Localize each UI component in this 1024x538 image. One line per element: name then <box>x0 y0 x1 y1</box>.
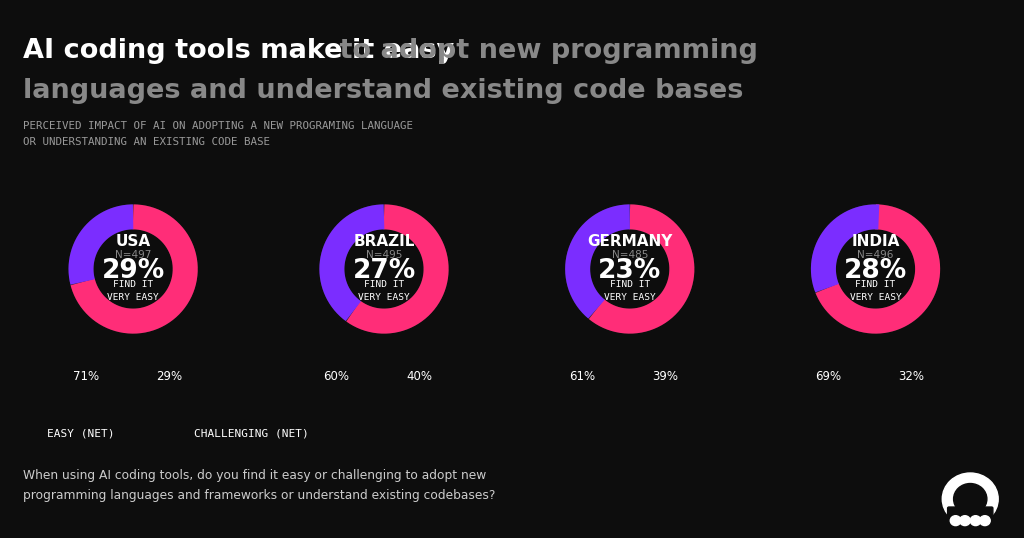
Circle shape <box>942 473 998 525</box>
Text: PERCEIVED IMPACT OF AI ON ADOPTING A NEW PROGRAMING LANGUAGE
OR UNDERSTANDING AN: PERCEIVED IMPACT OF AI ON ADOPTING A NEW… <box>23 121 413 147</box>
Text: N=496: N=496 <box>857 251 894 260</box>
Text: 29%: 29% <box>101 258 165 284</box>
Text: N=485: N=485 <box>611 251 648 260</box>
Text: 71%: 71% <box>73 370 99 383</box>
Text: languages and understand existing code bases: languages and understand existing code b… <box>23 78 742 104</box>
Text: 28%: 28% <box>844 258 907 284</box>
Text: 60%: 60% <box>324 370 349 383</box>
Text: 29%: 29% <box>156 370 182 383</box>
Text: When using AI coding tools, do you find it easy or challenging to adopt new
prog: When using AI coding tools, do you find … <box>23 469 495 502</box>
Text: FIND IT
VERY EASY: FIND IT VERY EASY <box>850 280 901 302</box>
Circle shape <box>950 516 961 526</box>
FancyBboxPatch shape <box>947 507 993 531</box>
Circle shape <box>959 516 971 526</box>
Text: INDIA: INDIA <box>851 235 900 250</box>
Text: 69%: 69% <box>815 370 842 383</box>
Circle shape <box>980 516 990 526</box>
Text: FIND IT
VERY EASY: FIND IT VERY EASY <box>108 280 159 302</box>
Text: 27%: 27% <box>352 258 416 284</box>
Text: USA: USA <box>116 235 151 250</box>
Circle shape <box>971 516 981 526</box>
Text: 39%: 39% <box>652 370 678 383</box>
Text: BRAZIL: BRAZIL <box>353 235 415 250</box>
Text: FIND IT
VERY EASY: FIND IT VERY EASY <box>358 280 410 302</box>
Text: N=497: N=497 <box>115 251 152 260</box>
Circle shape <box>953 484 987 514</box>
Text: 23%: 23% <box>598 258 662 284</box>
Text: CHALLENGING (NET): CHALLENGING (NET) <box>194 428 308 438</box>
Text: FIND IT
VERY EASY: FIND IT VERY EASY <box>604 280 655 302</box>
Text: 32%: 32% <box>898 370 924 383</box>
Text: 40%: 40% <box>407 370 432 383</box>
Text: N=495: N=495 <box>366 251 402 260</box>
Text: to adopt new programming: to adopt new programming <box>330 38 758 63</box>
Text: 61%: 61% <box>569 370 596 383</box>
Text: GERMANY: GERMANY <box>587 235 673 250</box>
Text: EASY (NET): EASY (NET) <box>47 428 115 438</box>
Text: AI coding tools make it easy: AI coding tools make it easy <box>23 38 454 63</box>
